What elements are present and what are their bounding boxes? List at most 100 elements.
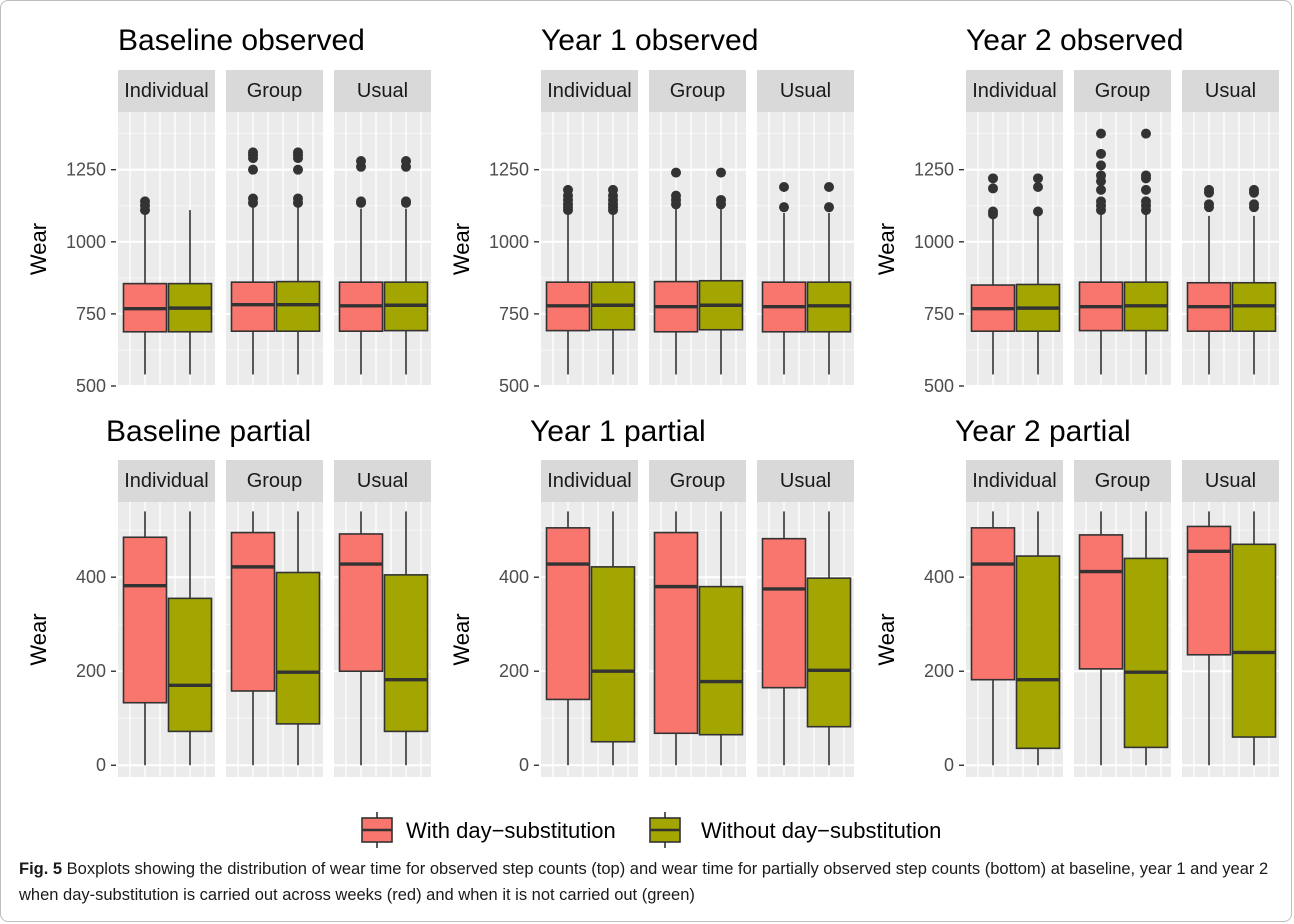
legend-label: With day−substitution [406,818,616,843]
box-without-day-substitution [1123,128,1169,375]
outlier-point [293,193,303,204]
box-without-day-substitution [590,184,636,375]
box-iqr [1123,557,1169,749]
y-tick-label: 0 [519,755,529,775]
facet-strip-label: Individual [547,80,632,102]
box-iqr [383,574,429,733]
facet-strip-label: Usual [780,80,831,102]
box-without-day-substitution [1231,511,1277,766]
facet-strip-label: Usual [1205,80,1256,102]
y-axis-title: Wear [874,613,899,665]
legend-label: Without day−substitution [701,818,941,843]
y-tick-label: 1000 [66,232,106,252]
facet-strip [541,460,638,502]
caption-label: Fig. 5 [19,860,63,878]
facet-individual: Individual [541,70,638,387]
facet-strip [1074,460,1171,502]
outlier-point [140,196,150,207]
facet-individual: Individual [966,460,1063,777]
facet-strip [649,460,746,502]
box-iqr [1015,555,1061,750]
outlier-point [1033,181,1043,192]
y-tick-label: 500 [499,376,529,396]
panel-3: Year 2 observed 500 750 1000 1250 Wear Individ… [874,24,1279,396]
facet-usual: Usual [1182,70,1279,387]
outlier-point [1096,184,1106,195]
outlier-point [248,193,258,204]
box-iqr [806,577,852,728]
facet-strip-label: Group [1095,80,1151,102]
facet-strip-label: Individual [124,80,209,102]
facet-background [541,112,638,386]
outlier-point [671,167,681,178]
facet-background [757,112,854,386]
outlier-point [1249,199,1259,210]
box-with-day-substitution [1078,128,1124,375]
panel-1: Baseline observed 500 750 1000 1250 Wear Indiv… [26,24,431,396]
facet-usual: Usual [757,460,854,777]
facet-background [966,112,1063,386]
facet-strip-label: Usual [780,470,831,492]
facet-individual: Individual [966,70,1063,387]
panel-title: Year 2 observed [966,24,1183,57]
facet-strip-label: Individual [547,470,632,492]
box-with-day-substitution [338,511,384,766]
facet-strip-label: Group [1095,470,1151,492]
facet-group: Group [649,70,746,387]
panel-title: Baseline observed [118,24,365,57]
facet-strip [966,70,1063,112]
box-with-day-substitution [653,167,699,375]
outlier-point [248,147,258,158]
y-tick-label: 750 [76,304,106,324]
facet-strip [757,70,854,112]
box-without-day-substitution [167,511,213,766]
facet-strip [334,460,431,502]
outlier-point [824,202,834,213]
y-axis-title: Wear [874,223,899,275]
y-tick-label: 1250 [914,160,954,180]
box-iqr [167,597,213,733]
facet-strip [649,70,746,112]
legend-item: Without day−substitution [649,812,941,848]
facet-usual: Usual [334,70,431,387]
box-without-day-substitution [1231,184,1277,375]
outlier-point [356,196,366,207]
y-tick-label: 1000 [489,232,529,252]
facet-background [118,112,215,386]
outlier-point [988,173,998,184]
outlier-point [1204,184,1214,195]
box-iqr [761,537,807,689]
y-tick-label: 500 [924,376,954,396]
outlier-point [779,202,789,213]
panel-title: Baseline partial [106,415,311,448]
panel-title: Year 1 partial [530,415,706,448]
outlier-point [1141,170,1151,181]
y-tick-label: 200 [76,661,106,681]
facet-background [1182,112,1279,386]
box-with-day-substitution [1186,184,1232,375]
facet-individual: Individual [118,70,215,387]
y-tick-label: 1000 [914,232,954,252]
box-with-day-substitution [122,511,168,766]
box-iqr [545,527,591,701]
box-iqr [698,585,744,736]
outlier-point [401,156,411,167]
box-iqr [122,536,168,704]
y-axis-title: Wear [449,223,474,275]
panel-2: Year 1 observed 500 750 1000 1250 Wear Individ… [449,24,854,396]
box-with-day-substitution [1186,511,1232,766]
facet-usual: Usual [334,460,431,777]
facet-strip-label: Usual [357,470,408,492]
box-iqr [1186,525,1232,656]
facet-strip-label: Individual [972,80,1057,102]
box-iqr [275,280,321,333]
panel-6: Year 2 partial 0 200 400 Wear Individual Group… [874,415,1279,777]
box-iqr [230,281,276,333]
facet-strip [226,460,323,502]
outlier-point [716,194,726,205]
facet-strip-label: Group [247,470,303,492]
y-tick-label: 200 [499,661,529,681]
box-iqr [1078,534,1124,670]
facet-group: Group [226,460,323,777]
box-without-day-substitution [1015,173,1061,375]
